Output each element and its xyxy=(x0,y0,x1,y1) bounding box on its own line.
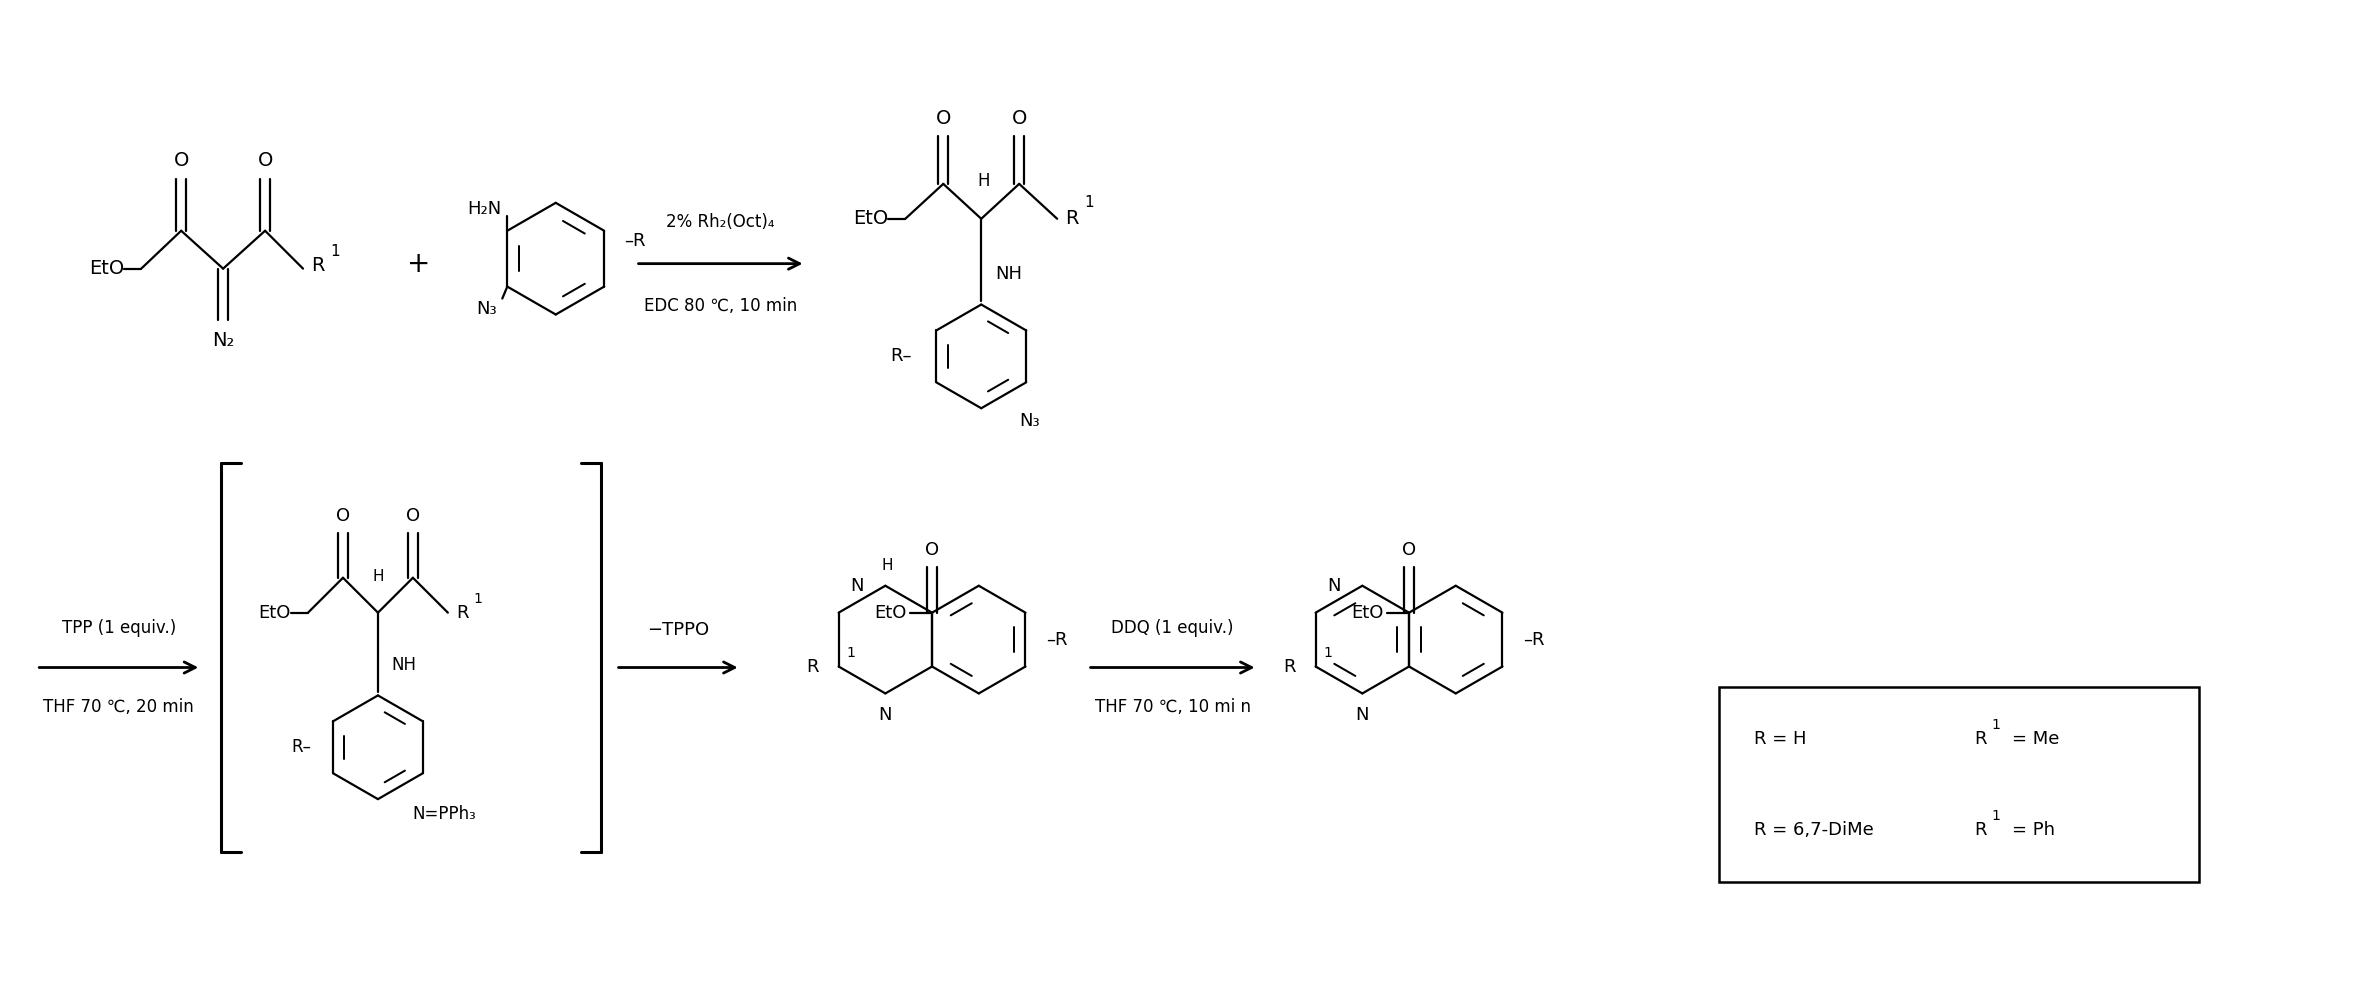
Text: O: O xyxy=(936,109,950,127)
Text: N: N xyxy=(879,706,891,724)
Text: 1: 1 xyxy=(1085,196,1095,210)
Text: N: N xyxy=(1356,706,1370,724)
Text: THF 70 ℃, 20 min: THF 70 ℃, 20 min xyxy=(43,699,194,716)
Text: TPP (1 equiv.): TPP (1 equiv.) xyxy=(62,618,175,636)
Text: NH: NH xyxy=(995,265,1021,283)
Text: R–: R– xyxy=(889,348,912,366)
Text: +: + xyxy=(408,250,431,278)
Text: R: R xyxy=(806,657,818,676)
Text: O: O xyxy=(337,507,351,525)
Text: NH: NH xyxy=(391,655,415,674)
Text: O: O xyxy=(258,151,273,171)
Text: O: O xyxy=(924,540,939,559)
Text: N: N xyxy=(851,577,863,595)
Text: EtO: EtO xyxy=(258,604,292,621)
Text: = Me: = Me xyxy=(2012,730,2060,748)
Text: 2% Rh₂(Oct)₄: 2% Rh₂(Oct)₄ xyxy=(666,212,775,231)
Text: O: O xyxy=(405,507,419,525)
Text: −TPPO: −TPPO xyxy=(647,620,709,638)
Text: N₃: N₃ xyxy=(476,299,498,317)
Text: R = H: R = H xyxy=(1754,730,1806,748)
Text: R = 6,7-DiMe: R = 6,7-DiMe xyxy=(1754,821,1875,839)
Text: DDQ (1 equiv.): DDQ (1 equiv.) xyxy=(1112,618,1235,636)
Text: N₂: N₂ xyxy=(211,331,235,350)
Text: EtO: EtO xyxy=(853,209,889,228)
Text: O: O xyxy=(1012,109,1026,127)
Text: R: R xyxy=(1974,821,1986,839)
Text: R: R xyxy=(455,604,469,621)
Text: R: R xyxy=(310,256,325,275)
Text: 1: 1 xyxy=(1991,809,2000,823)
Text: O: O xyxy=(173,151,190,171)
Text: 1: 1 xyxy=(1322,645,1332,660)
Text: N: N xyxy=(1327,577,1341,595)
Text: N=PPh₃: N=PPh₃ xyxy=(412,805,476,823)
Text: R–: R– xyxy=(292,738,310,756)
Text: N₃: N₃ xyxy=(1019,412,1040,430)
Text: H: H xyxy=(882,558,893,573)
Text: 1: 1 xyxy=(474,592,481,606)
Text: H: H xyxy=(976,172,991,190)
Text: EtO: EtO xyxy=(875,604,908,621)
Text: EtO: EtO xyxy=(90,259,123,279)
Text: R: R xyxy=(1282,657,1296,676)
Bar xyxy=(1718,688,2199,882)
Text: THF 70 ℃, 10 mi n: THF 70 ℃, 10 mi n xyxy=(1095,699,1251,716)
Text: EDC 80 ℃, 10 min: EDC 80 ℃, 10 min xyxy=(645,296,796,314)
Text: 1: 1 xyxy=(846,645,856,660)
Text: R: R xyxy=(1064,209,1078,228)
Text: H₂N: H₂N xyxy=(467,200,502,217)
Text: H: H xyxy=(372,569,384,584)
Text: = Ph: = Ph xyxy=(2012,821,2055,839)
Text: 1: 1 xyxy=(329,244,341,259)
Text: 1: 1 xyxy=(1991,718,2000,732)
Text: –R: –R xyxy=(623,232,645,250)
Text: –R: –R xyxy=(1045,630,1066,648)
Text: EtO: EtO xyxy=(1351,604,1384,621)
Text: O: O xyxy=(1403,540,1417,559)
Text: R: R xyxy=(1974,730,1986,748)
Text: –R: –R xyxy=(1522,630,1545,648)
